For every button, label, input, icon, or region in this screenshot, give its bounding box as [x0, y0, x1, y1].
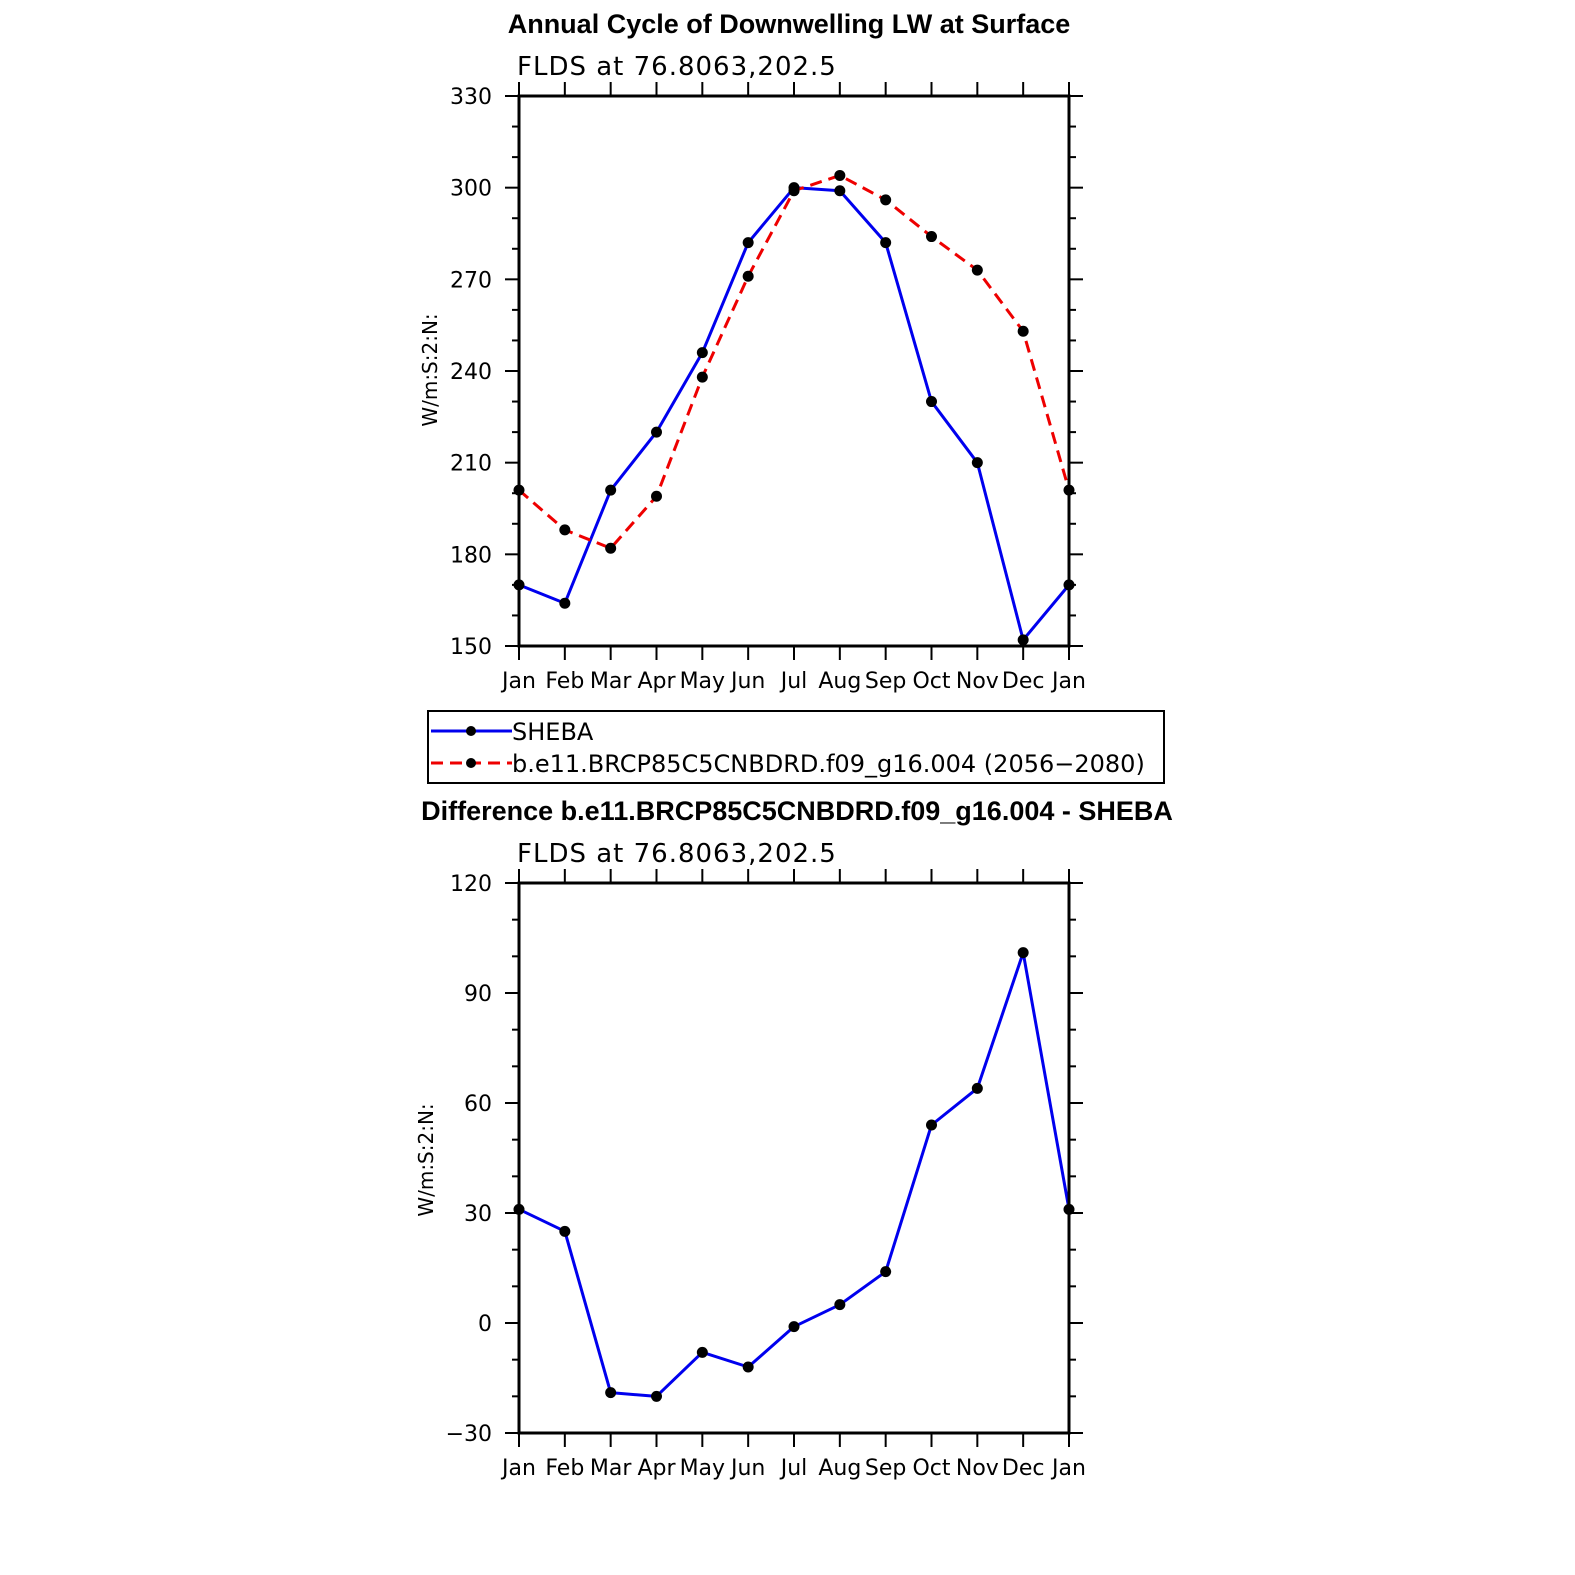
data-point: [926, 396, 937, 408]
y-tick-label: 30: [464, 1202, 492, 1227]
y-tick-label: 150: [450, 635, 492, 660]
x-tick-label: Dec: [1002, 1456, 1045, 1481]
data-point: [880, 1266, 892, 1278]
data-point: [834, 1299, 846, 1311]
x-tick-label: Jan: [1050, 1456, 1086, 1481]
chart-title: Annual Cycle of Downwelling LW at Surfac…: [508, 9, 1071, 39]
data-point: [1017, 634, 1029, 646]
legend: SHEBA b.e11.BRCP85C5CNBDRD.f09_g16.004 (…: [427, 710, 1165, 784]
chart-subtitle: FLDS at 76.8063,202.5: [517, 839, 837, 869]
y-tick-label: −30: [446, 1422, 492, 1447]
y-tick-label: 90: [464, 982, 492, 1007]
data-point: [605, 542, 617, 554]
y-tick-label: 180: [450, 543, 492, 568]
y-tick-label: 330: [450, 85, 492, 110]
x-tick-label: Apr: [637, 1456, 676, 1481]
legend-box: [427, 710, 1165, 784]
data-point: [971, 457, 983, 469]
y-tick-label: 0: [478, 1312, 492, 1337]
x-tick-label: Jul: [779, 669, 808, 694]
x-tick-label: Feb: [545, 1456, 584, 1481]
y-tick-label: 210: [450, 452, 492, 477]
y-axis-label: W/m:S:2:N:: [418, 313, 442, 426]
y-axis-label: W/m:S:2:N:: [414, 1103, 438, 1216]
data-point: [926, 231, 937, 243]
y-tick-label: 300: [450, 177, 492, 202]
x-tick-label: Apr: [637, 669, 676, 694]
data-point: [559, 1225, 571, 1237]
data-point: [742, 237, 754, 249]
data-point: [971, 1082, 983, 1094]
data-point: [559, 524, 571, 536]
data-point: [971, 264, 983, 276]
data-point: [880, 194, 892, 206]
legend-marker-sheba: [466, 726, 476, 736]
data-point: [788, 1321, 800, 1333]
x-tick-label: Aug: [818, 669, 861, 694]
legend-label-model: b.e11.BRCP85C5CNBDRD.f09_g16.004 (2056−2…: [512, 750, 1145, 778]
data-point: [605, 484, 617, 496]
data-point: [742, 270, 754, 282]
x-tick-label: May: [680, 1456, 725, 1481]
data-point: [696, 1346, 708, 1358]
data-point: [651, 1390, 662, 1402]
legend-entry-sheba: SHEBA: [431, 718, 594, 746]
x-tick-label: Oct: [912, 669, 950, 694]
data-point: [696, 347, 708, 359]
x-tick-label: Dec: [1002, 669, 1045, 694]
x-tick-label: May: [680, 669, 725, 694]
legend-marker-model: [466, 758, 476, 768]
data-point: [1017, 325, 1029, 337]
legend-label-sheba: SHEBA: [512, 718, 594, 746]
data-point: [880, 237, 892, 249]
plot-frame: [517, 94, 1071, 648]
x-tick-label: Sep: [865, 669, 906, 694]
data-point: [651, 426, 662, 438]
x-tick-label: Nov: [956, 1456, 999, 1481]
series-line-0: [518, 186, 1071, 642]
x-tick-label: Mar: [590, 669, 632, 694]
annual-cycle-chart: Annual Cycle of Downwelling LW at Surfac…: [418, 9, 1086, 694]
difference-chart: Difference b.e11.BRCP85C5CNBDRD.f09_g16.…: [414, 796, 1173, 1481]
data-point: [834, 185, 846, 197]
chart-title: Difference b.e11.BRCP85C5CNBDRD.f09_g16.…: [421, 796, 1173, 826]
x-tick-label: Feb: [545, 669, 584, 694]
data-point: [696, 371, 708, 383]
x-tick-label: Nov: [956, 669, 999, 694]
axis-ticks: [505, 82, 1083, 660]
x-tick-label: Sep: [865, 1456, 906, 1481]
data-point: [651, 490, 662, 502]
x-tick-label: Jun: [729, 669, 765, 694]
series-layer: [513, 947, 1075, 1402]
axis-ticks: [505, 869, 1083, 1447]
data-point: [605, 1387, 617, 1399]
legend-entry-model: b.e11.BRCP85C5CNBDRD.f09_g16.004 (2056−2…: [431, 750, 1145, 778]
x-tick-label: Jul: [779, 1456, 808, 1481]
y-tick-label: 240: [450, 360, 492, 385]
data-point: [834, 169, 846, 181]
series-layer: [513, 169, 1075, 646]
x-tick-label: Jan: [500, 1456, 536, 1481]
chart-subtitle: FLDS at 76.8063,202.5: [517, 52, 837, 82]
tick-labels: Jan Feb Mar Apr May Jun Jul Aug Sep Oct Nov Dec Jan1…: [450, 85, 1086, 694]
x-tick-label: Mar: [590, 1456, 632, 1481]
y-tick-label: 60: [464, 1092, 492, 1117]
data-point: [788, 185, 800, 197]
tick-labels: Jan Feb Mar Apr May Jun Jul Aug Sep Oct Nov Dec Jan−…: [446, 872, 1086, 1481]
data-point: [1017, 947, 1029, 959]
y-tick-label: 270: [450, 268, 492, 293]
plot-frame: [517, 881, 1071, 1435]
data-point: [926, 1119, 937, 1131]
x-tick-label: Oct: [912, 1456, 950, 1481]
x-tick-label: Jan: [500, 669, 536, 694]
x-tick-label: Aug: [818, 1456, 861, 1481]
y-tick-label: 120: [450, 872, 492, 897]
x-tick-label: Jun: [729, 1456, 765, 1481]
data-point: [742, 1361, 754, 1373]
x-tick-label: Jan: [1050, 669, 1086, 694]
data-point: [559, 597, 571, 609]
